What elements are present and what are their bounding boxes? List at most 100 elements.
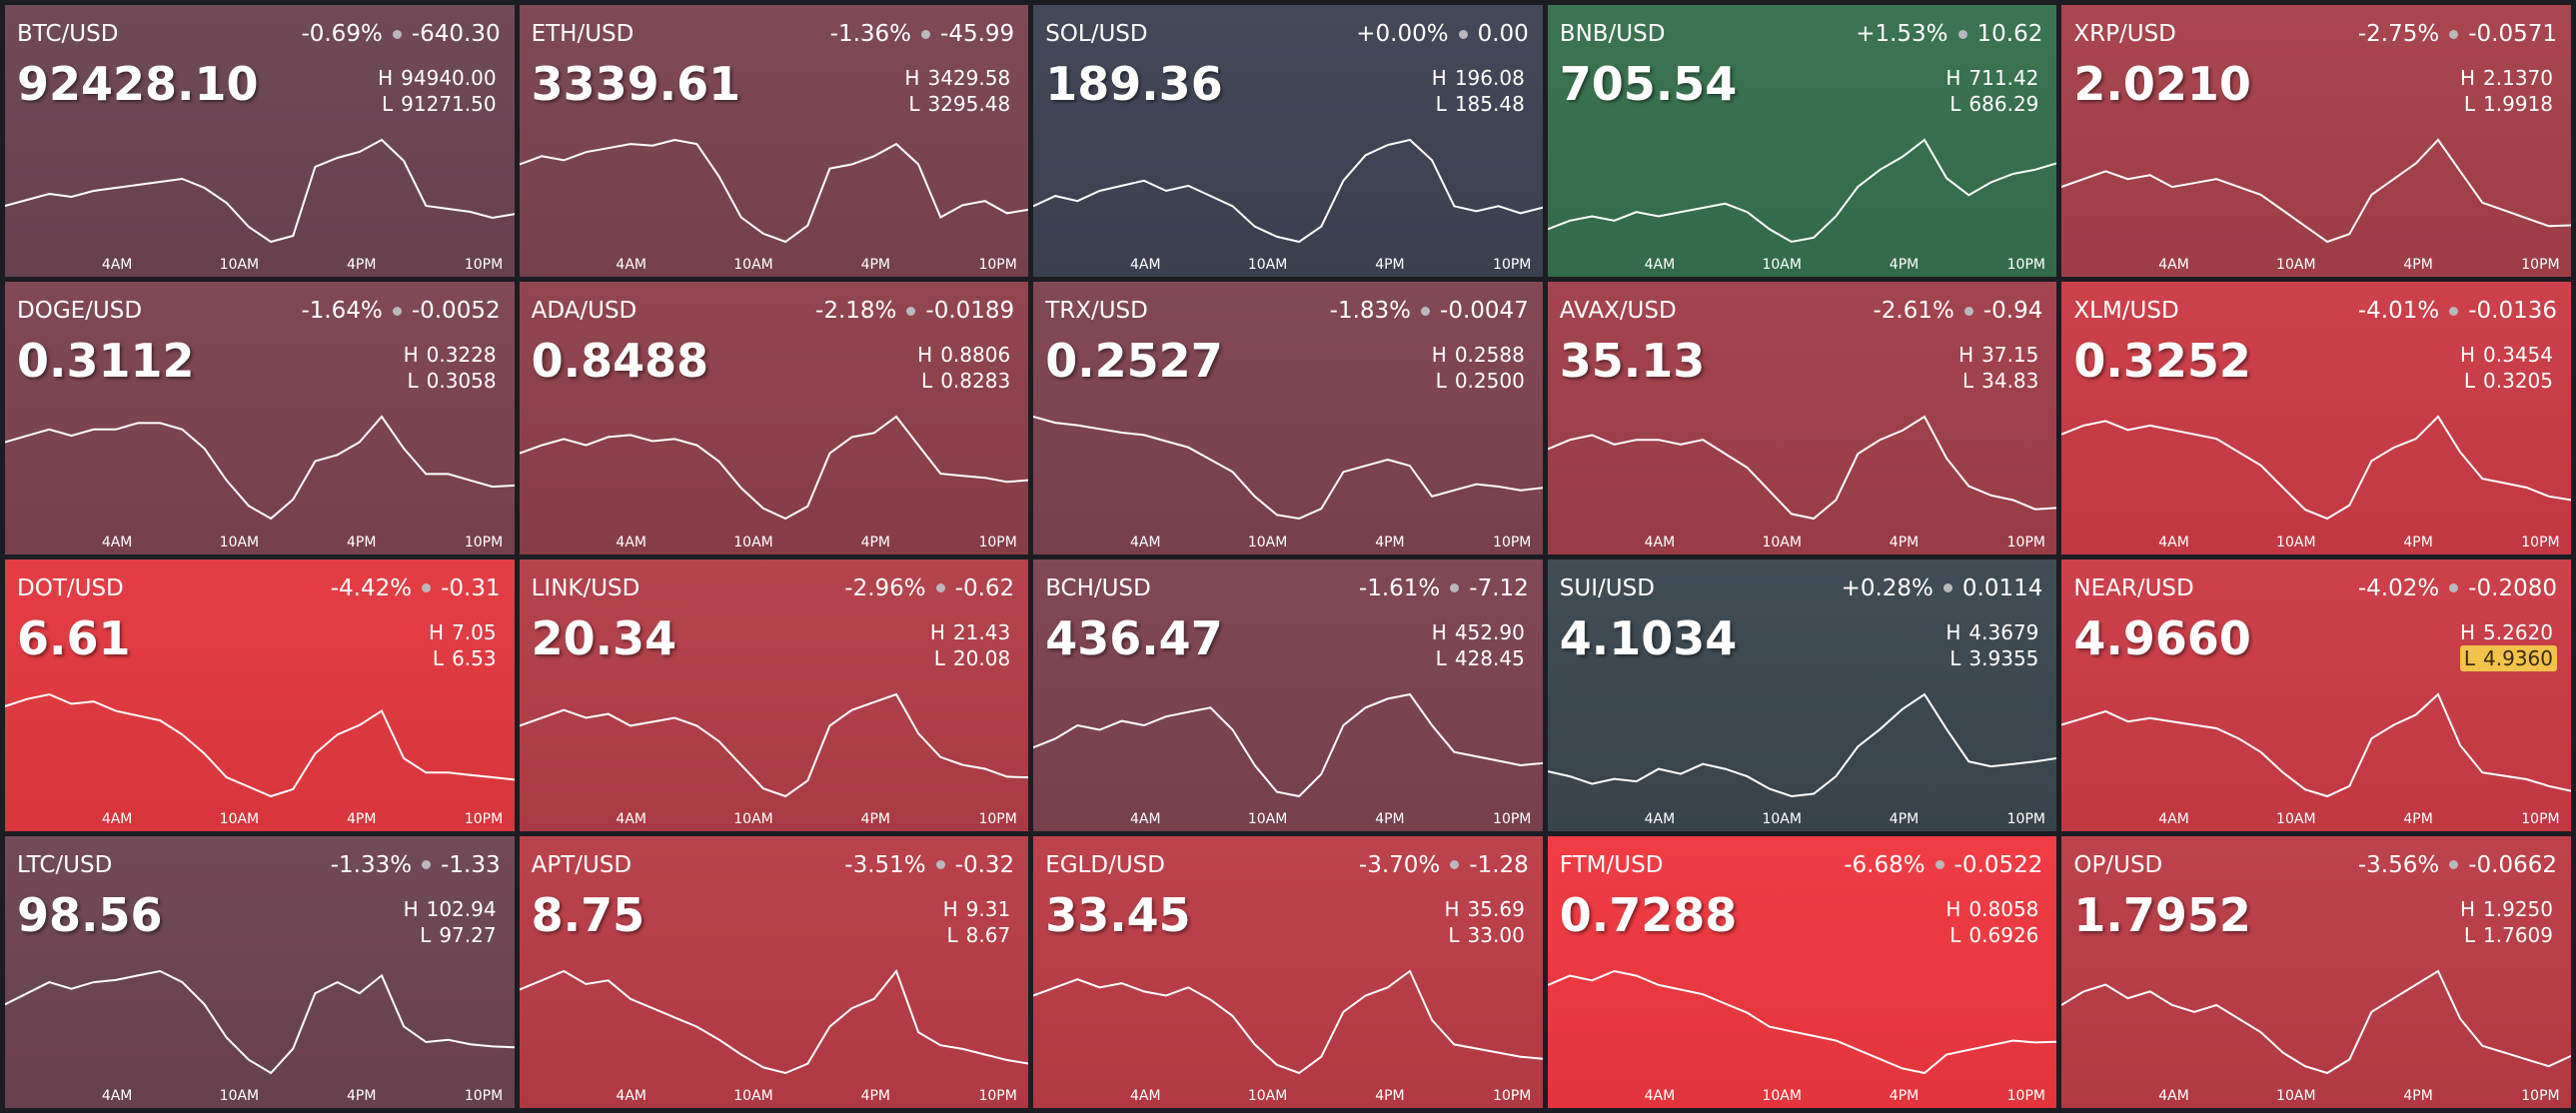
high-value: 0.3228 <box>426 343 497 368</box>
pair-name: BCH/USD <box>1045 574 1151 601</box>
high-value: 9.31 <box>965 896 1011 921</box>
change: -1.64% -0.0052 <box>301 298 500 324</box>
time-label: 4PM <box>860 810 891 827</box>
separator-dot <box>2449 583 2459 592</box>
low-label: L <box>1949 92 1961 116</box>
time-label: 4PM <box>346 810 377 827</box>
time-label: 10PM <box>1493 257 1532 274</box>
sparkline <box>5 415 515 521</box>
high-value: 196.08 <box>1454 66 1525 90</box>
time-label: 4PM <box>1375 810 1405 827</box>
low-label: L <box>1949 645 1961 670</box>
low: L 33.00 <box>1444 922 1528 948</box>
time-label: 4PM <box>1375 534 1405 551</box>
time-label: 10PM <box>1493 1088 1532 1104</box>
low-value: 1.9918 <box>2483 92 2553 116</box>
separator-dot <box>1934 860 1944 870</box>
low: L 97.27 <box>416 922 500 948</box>
high-label: H <box>378 66 394 90</box>
ticker-tile: XRP/USD -2.75% -0.0571 2.0210 H 2.1370 L 1.9918… <box>2061 5 2571 278</box>
high-label: H <box>403 896 419 921</box>
price-line <box>1033 969 1543 1074</box>
low: L 0.3205 <box>2460 368 2557 394</box>
high: H 4.3679 <box>1941 619 2042 645</box>
high-value: 3429.58 <box>927 66 1011 90</box>
change-percent: -4.01% <box>2357 298 2440 325</box>
price: 436.47 <box>1045 610 1223 665</box>
price-line <box>1547 138 2057 244</box>
time-label: 4PM <box>2403 257 2433 274</box>
separator-dot <box>2449 29 2459 39</box>
high: H 711.42 <box>1941 65 2042 91</box>
price: 189.36 <box>1045 57 1223 111</box>
price-line <box>519 692 1029 797</box>
sparkline <box>2061 969 2571 1074</box>
high-label: H <box>942 896 958 921</box>
change-amount: -0.0047 <box>1440 298 1529 325</box>
low: L 91271.50 <box>378 91 501 117</box>
time-label: 10AM <box>733 257 773 274</box>
time-label: 4AM <box>101 1088 133 1104</box>
low-label: L <box>382 92 394 116</box>
sparkline <box>2061 415 2571 521</box>
price: 92428.10 <box>17 57 259 111</box>
high-label: H <box>2459 896 2476 921</box>
change-amount: -0.0136 <box>2468 298 2557 325</box>
ticker-tile: NEAR/USD -4.02% -0.2080 4.9660 H 5.2620 L 4.936… <box>2061 558 2571 831</box>
change-percent: -1.36% <box>829 21 912 47</box>
high: H 21.43 <box>926 619 1014 645</box>
time-label: 10AM <box>219 810 260 827</box>
high: H 3429.58 <box>900 65 1014 91</box>
separator-dot <box>935 583 945 592</box>
price: 705.54 <box>1559 57 1738 111</box>
time-label: 10AM <box>1247 257 1288 274</box>
change-percent: -2.75% <box>2357 21 2440 47</box>
low-label: L <box>1949 922 1961 947</box>
low: L 0.3058 <box>403 368 500 394</box>
price-line <box>5 692 515 797</box>
change-amount: -0.0571 <box>2468 21 2557 47</box>
time-label: 10PM <box>464 257 504 274</box>
high: H 0.3228 <box>400 342 501 368</box>
low-label: L <box>420 922 432 947</box>
price: 8.75 <box>531 887 645 942</box>
high-value: 5.2620 <box>2483 619 2553 644</box>
time-label: 10PM <box>2521 534 2560 551</box>
price-line <box>5 969 515 1075</box>
low: L 428.45 <box>1432 645 1529 671</box>
low-value: 0.8283 <box>940 369 1011 394</box>
high-value: 0.8058 <box>1968 896 2039 921</box>
time-label: 4AM <box>1644 257 1676 274</box>
high-label: H <box>917 343 933 368</box>
time-label: 10AM <box>1762 534 1802 551</box>
change: -4.02% -0.2080 <box>2358 575 2557 601</box>
pair-name: SUI/USD <box>1559 574 1655 601</box>
pair-name: OP/USD <box>2073 851 2163 878</box>
low-value: 3295.48 <box>927 92 1011 116</box>
sparkline <box>519 968 1029 1074</box>
low: L 686.29 <box>1945 91 2042 117</box>
price-line <box>519 415 1029 521</box>
separator-dot <box>1458 29 1468 39</box>
high: H 0.8806 <box>913 342 1014 368</box>
high: H 1.9250 <box>2456 896 2557 922</box>
sparkline <box>5 692 515 797</box>
change: +1.53% 10.62 <box>1856 21 2042 47</box>
high: H 0.3454 <box>2456 342 2557 368</box>
price: 0.3112 <box>17 334 195 389</box>
high: H 94940.00 <box>374 65 500 91</box>
time-label: 4AM <box>1644 534 1676 551</box>
high: H 0.2588 <box>1428 342 1529 368</box>
price-line <box>2061 969 2571 1074</box>
change-percent: -3.56% <box>2357 851 2440 878</box>
change-amount: -0.94 <box>1982 298 2043 325</box>
time-label: 4AM <box>616 534 646 551</box>
low-value: 20.08 <box>952 645 1011 670</box>
time-label: 4PM <box>860 257 891 274</box>
high-value: 0.8806 <box>940 343 1011 368</box>
time-label: 10AM <box>1762 810 1802 827</box>
price-line <box>1547 969 2057 1074</box>
sparkline <box>1033 692 1543 797</box>
price-line <box>2061 691 2571 797</box>
low: L 6.53 <box>429 645 501 671</box>
